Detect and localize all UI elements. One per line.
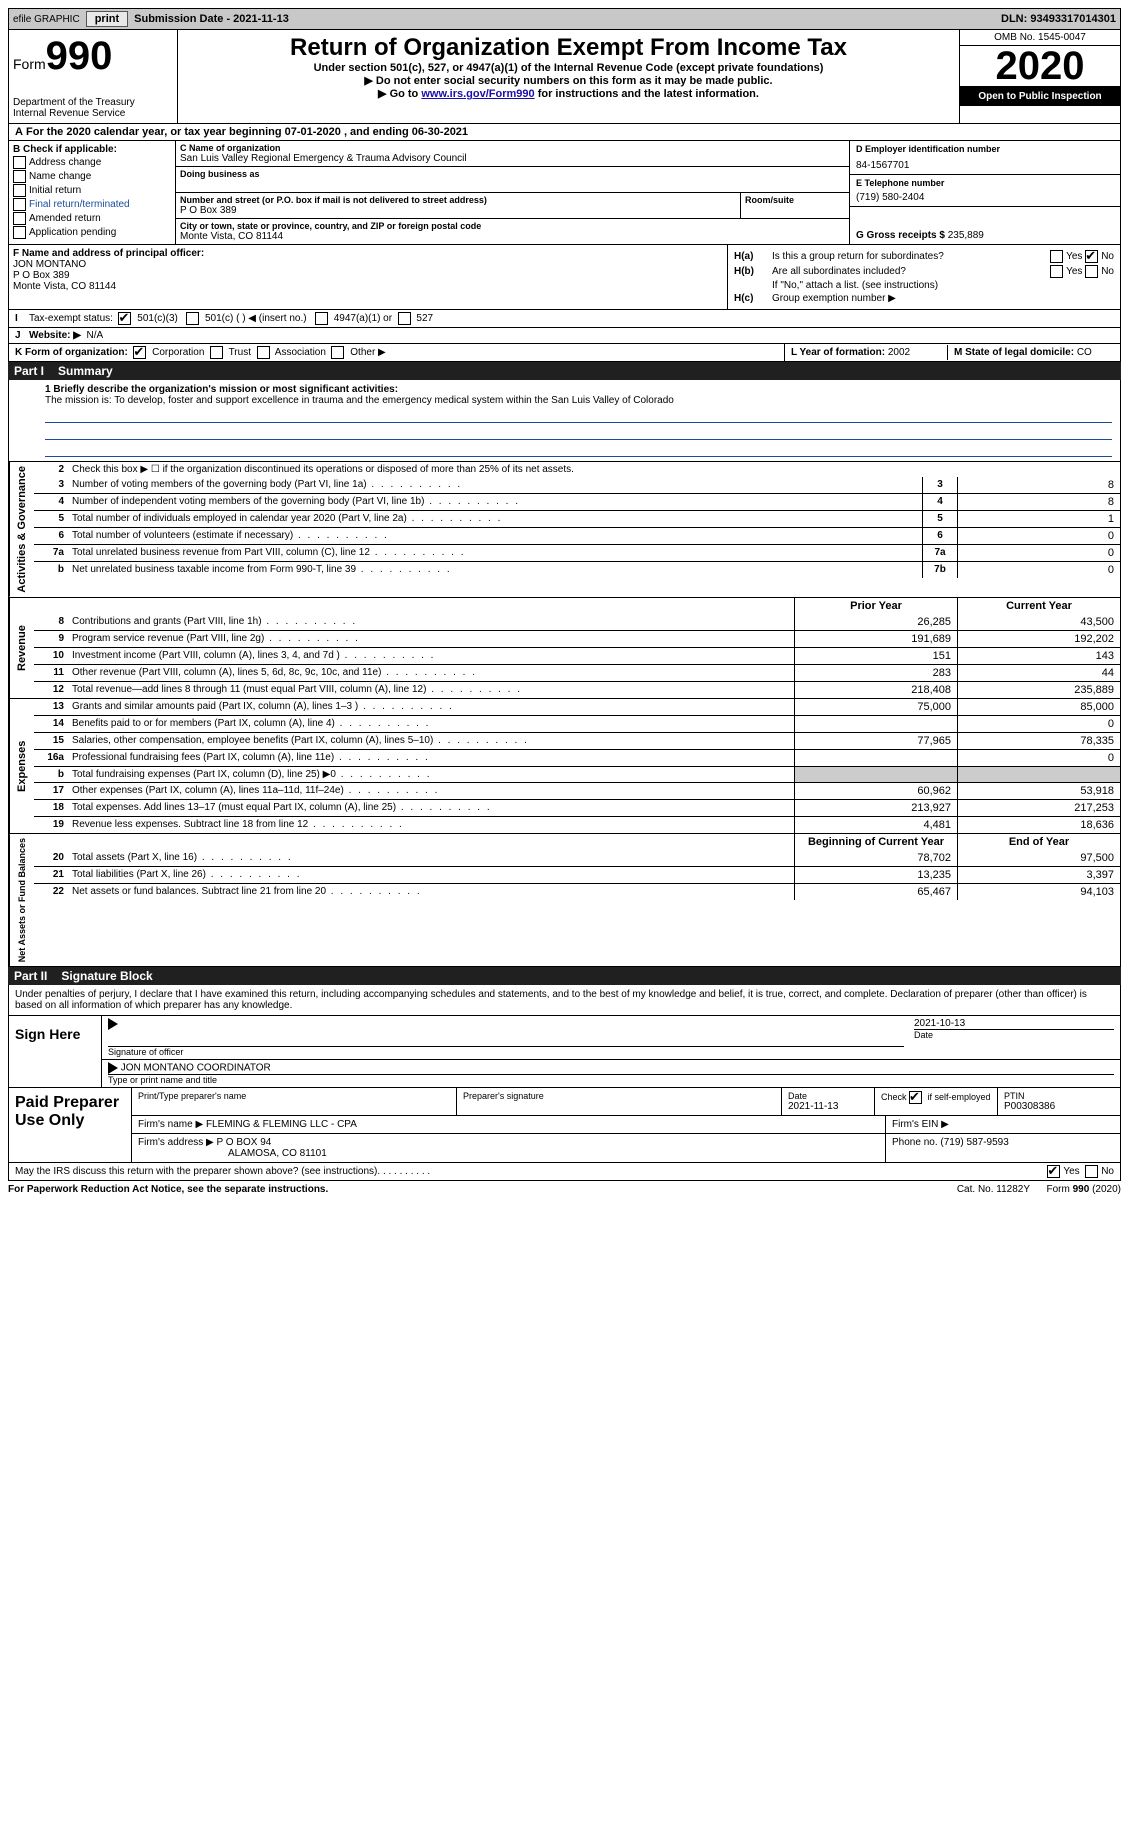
table-row: 6Total number of volunteers (estimate if… [34, 527, 1120, 544]
table-row: 16aProfessional fundraising fees (Part I… [34, 749, 1120, 766]
cb-initial-return[interactable]: Initial return [13, 184, 171, 197]
officer-name: JON MONTANO [13, 259, 86, 270]
table-row: 15Salaries, other compensation, employee… [34, 732, 1120, 749]
city: Monte Vista, CO 81144 [180, 231, 845, 242]
goto-line: ▶ Go to www.irs.gov/Form990 for instruct… [184, 87, 953, 100]
cb-discuss-yes[interactable] [1047, 1165, 1060, 1178]
open-public: Open to Public Inspection [960, 87, 1120, 106]
table-row: 3Number of voting members of the governi… [34, 477, 1120, 493]
org-name-row: C Name of organization San Luis Valley R… [176, 141, 849, 167]
part-2-header: Part IISignature Block [8, 967, 1121, 985]
table-row: 18Total expenses. Add lines 13–17 (must … [34, 799, 1120, 816]
cb-final-return[interactable]: Final return/terminated [13, 198, 171, 211]
goto-link[interactable]: www.irs.gov/Form990 [421, 88, 534, 100]
table-row: 9Program service revenue (Part VIII, lin… [34, 630, 1120, 647]
revenue-table: Revenue b Prior Year Current Year 8Contr… [8, 598, 1121, 699]
org-name: San Luis Valley Regional Emergency & Tra… [180, 153, 845, 164]
col-b: B Check if applicable: Address change Na… [9, 141, 176, 244]
cb-501c3[interactable] [118, 312, 131, 325]
net-assets-table: Net Assets or Fund Balances Beginning of… [8, 834, 1121, 967]
cb-501c[interactable] [186, 312, 199, 325]
table-row: 17Other expenses (Part IX, column (A), l… [34, 782, 1120, 799]
mission-block: 1 Briefly describe the organization's mi… [8, 380, 1121, 462]
sig-arrow-icon-2 [108, 1062, 118, 1074]
footer: For Paperwork Reduction Act Notice, see … [8, 1181, 1121, 1198]
dept-label: Department of the Treasury Internal Reve… [13, 97, 173, 119]
efile-label: efile GRAPHIC [13, 14, 80, 25]
cb-app-pending[interactable]: Application pending [13, 226, 171, 239]
cb-other[interactable] [331, 346, 344, 359]
cb-discuss-no[interactable] [1085, 1165, 1098, 1178]
street-row: Number and street (or P.O. box if mail i… [176, 193, 849, 219]
form-number: Form990 [13, 34, 173, 79]
col-d: D Employer identification number 84-1567… [849, 141, 1120, 244]
telephone: (719) 580-2404 [856, 192, 1114, 203]
submission-date: Submission Date - 2021-11-13 [134, 13, 289, 25]
header-mid: Return of Organization Exempt From Incom… [178, 30, 959, 123]
website-value: N/A [87, 330, 104, 341]
form-title: Return of Organization Exempt From Incom… [184, 34, 953, 62]
sig-arrow-icon [108, 1018, 118, 1030]
cb-trust[interactable] [210, 346, 223, 359]
header-right: OMB No. 1545-0047 2020 Open to Public In… [959, 30, 1120, 123]
dba-row: Doing business as [176, 167, 849, 193]
table-row: 4Number of independent voting members of… [34, 493, 1120, 510]
table-row: 12Total revenue—add lines 8 through 11 (… [34, 681, 1120, 698]
tax-year: 2020 [960, 46, 1120, 87]
top-bar: efile GRAPHIC print Submission Date - 20… [8, 8, 1121, 30]
dln-label: DLN: 93493317014301 [1001, 13, 1116, 25]
table-row: 13Grants and similar amounts paid (Part … [34, 699, 1120, 715]
table-row: 14Benefits paid to or for members (Part … [34, 715, 1120, 732]
street: P O Box 389 [180, 205, 736, 216]
tax-exempt-row: I Tax-exempt status: 501(c)(3) 501(c) ( … [8, 310, 1121, 328]
cb-amended[interactable]: Amended return [13, 212, 171, 225]
tel-row: E Telephone number (719) 580-2404 [850, 175, 1120, 207]
cb-corp[interactable] [133, 346, 146, 359]
table-row: 10Investment income (Part VIII, column (… [34, 647, 1120, 664]
website-row: J Website: ▶ N/A [8, 328, 1121, 344]
cb-address-change[interactable]: Address change [13, 156, 171, 169]
cb-527[interactable] [398, 312, 411, 325]
ssn-note: ▶ Do not enter social security numbers o… [184, 74, 953, 87]
table-row: 5Total number of individuals employed in… [34, 510, 1120, 527]
table-row: 7aTotal unrelated business revenue from … [34, 544, 1120, 561]
cb-4947[interactable] [315, 312, 328, 325]
gross-receipts: 235,889 [948, 230, 984, 241]
form-org-row: K Form of organization: Corporation Trus… [8, 344, 1121, 362]
table-row: 21Total liabilities (Part X, line 26) 13… [34, 866, 1120, 883]
col-h: H(a) Is this a group return for subordin… [728, 245, 1120, 309]
gross-row: G Gross receipts $ 235,889 [850, 207, 1120, 244]
cb-name-change[interactable]: Name change [13, 170, 171, 183]
officer-name-title: JON MONTANO COORDINATOR [121, 1062, 271, 1073]
table-row: bNet unrelated business taxable income f… [34, 561, 1120, 578]
signature-block: Under penalties of perjury, I declare th… [8, 985, 1121, 1088]
section-bcd: B Check if applicable: Address change Na… [8, 141, 1121, 245]
table-row: bTotal fundraising expenses (Part IX, co… [34, 766, 1120, 782]
ein-row: D Employer identification number 84-1567… [850, 141, 1120, 175]
mission-text: The mission is: To develop, foster and s… [45, 395, 1112, 406]
table-row: 8Contributions and grants (Part VIII, li… [34, 614, 1120, 630]
line-a: A For the 2020 calendar year, or tax yea… [8, 124, 1121, 141]
governance-table: Activities & Governance 2Check this box … [8, 462, 1121, 598]
header-left: Form990 Department of the Treasury Inter… [9, 30, 178, 123]
form-header: Form990 Department of the Treasury Inter… [8, 30, 1121, 124]
cb-assoc[interactable] [257, 346, 270, 359]
table-row: 11Other revenue (Part VIII, column (A), … [34, 664, 1120, 681]
paid-preparer-block: Paid Preparer Use Only Print/Type prepar… [8, 1088, 1121, 1163]
discuss-row: May the IRS discuss this return with the… [8, 1163, 1121, 1181]
form-subtitle: Under section 501(c), 527, or 4947(a)(1)… [184, 62, 953, 74]
col-f: F Name and address of principal officer:… [9, 245, 728, 309]
table-row: 20Total assets (Part X, line 16) 78,7029… [34, 850, 1120, 866]
expenses-table: Expenses 13Grants and similar amounts pa… [8, 699, 1121, 834]
ein: 84-1567701 [856, 160, 1114, 171]
section-fh: F Name and address of principal officer:… [8, 245, 1121, 310]
city-row: City or town, state or province, country… [176, 219, 849, 244]
col-c: C Name of organization San Luis Valley R… [176, 141, 849, 244]
table-row: 22Net assets or fund balances. Subtract … [34, 883, 1120, 900]
col-b-title: B Check if applicable: [13, 144, 171, 155]
part-1-header: Part ISummary [8, 362, 1121, 380]
table-row: 19Revenue less expenses. Subtract line 1… [34, 816, 1120, 833]
print-button[interactable]: print [86, 11, 128, 27]
